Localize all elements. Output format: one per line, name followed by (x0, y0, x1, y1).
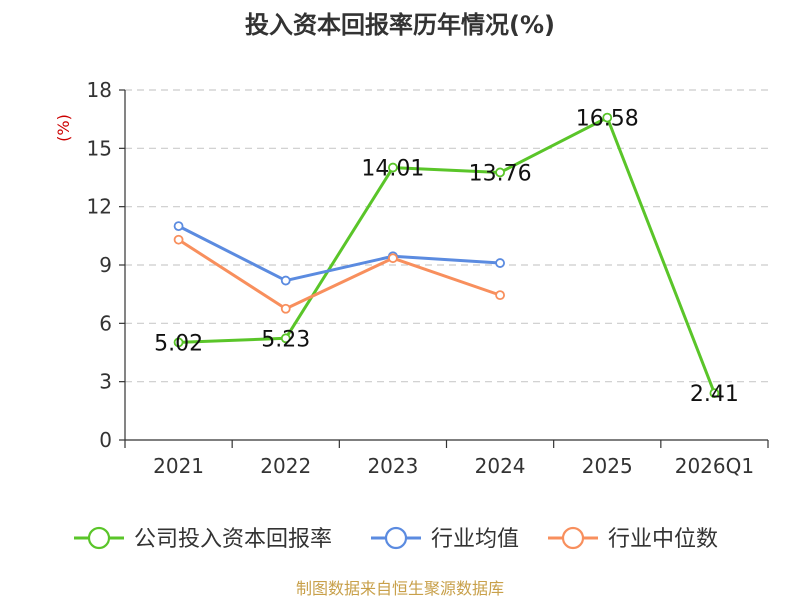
series-line-0 (178, 116, 716, 394)
y-tick-label: 18 (87, 78, 112, 102)
x-tick-label: 2024 (475, 454, 526, 478)
data-label: 14.01 (361, 157, 424, 182)
y-tick-label: 12 (87, 195, 112, 219)
source-note: 制图数据来自恒生聚源数据库 (296, 579, 504, 598)
chart-title: 投入资本回报率历年情况(%) (245, 11, 555, 39)
data-point (388, 253, 398, 264)
grid-lines (125, 89, 768, 383)
data-label: 13.76 (469, 161, 532, 186)
data-point (280, 333, 291, 344)
y-tick-label: 0 (99, 428, 112, 452)
legend-swatch-marker (87, 526, 111, 550)
data-point (280, 303, 291, 314)
y-tick-label: 3 (99, 370, 112, 394)
y-tick-label: 9 (99, 253, 112, 277)
data-point (173, 221, 184, 232)
x-tick-label: 2022 (260, 454, 311, 478)
data-point (495, 167, 505, 178)
data-point (495, 258, 505, 268)
legend-label: 行业中位数 (608, 527, 718, 552)
data-label: 5.23 (261, 327, 310, 352)
x-tick-label: 2025 (582, 454, 633, 478)
y-axis-unit: (%) (54, 114, 73, 142)
data-label: 5.02 (154, 331, 203, 356)
axes: 0 3 6 9 12 15 18 2021 2022 2023 2024 2025 2026Q1 (87, 78, 769, 478)
x-tick-label: 2021 (153, 454, 204, 478)
legend-swatch-marker (561, 526, 585, 550)
data-labels: 5.02 5.23 14.01 13.76 16.58 2.41 (154, 107, 739, 408)
data-point (388, 162, 398, 173)
data-point (280, 275, 291, 286)
data-point (709, 388, 720, 399)
data-label: 16.58 (576, 107, 639, 132)
data-label: 2.41 (690, 382, 739, 407)
series-line-1 (177, 224, 501, 283)
series-lines (173, 112, 720, 399)
data-point (602, 112, 613, 123)
y-tick-label: 6 (99, 311, 112, 335)
legend-label: 行业均值 (431, 527, 519, 552)
x-tick-label: 2026Q1 (675, 454, 754, 478)
x-tick-label: 2023 (367, 454, 418, 478)
legend-label: 公司投入资本回报率 (134, 527, 332, 552)
data-point (173, 234, 184, 245)
y-tick-label: 15 (87, 136, 112, 160)
legend-swatch-marker (384, 526, 408, 550)
data-point (173, 337, 184, 348)
series-line-2 (177, 238, 501, 311)
legend: 公司投入资本回报率 行业均值 行业中位数 (74, 526, 718, 552)
data-point (495, 290, 505, 301)
